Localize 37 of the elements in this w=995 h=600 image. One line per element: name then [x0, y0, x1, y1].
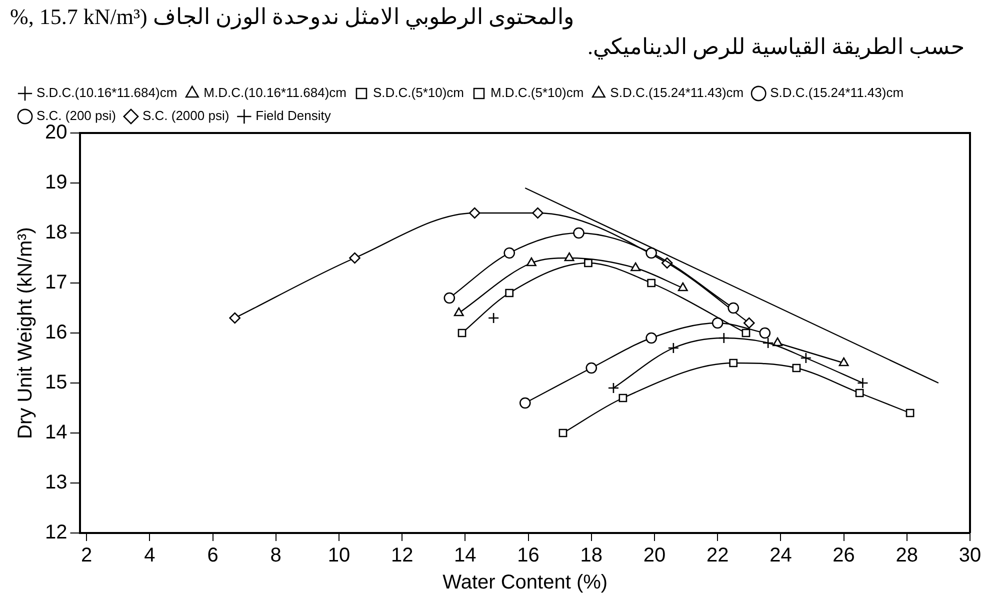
x-tick-label: 6: [207, 544, 218, 567]
x-tick-label: 2: [80, 544, 92, 567]
x-tick-label: 22: [706, 544, 729, 567]
y-tick-label: 17: [44, 272, 68, 294]
y-tick-label: 16: [44, 322, 68, 344]
x-tick-label: 16: [517, 544, 540, 567]
legend-label: S.D.C.(5*10)cm: [372, 85, 464, 100]
x-tick-label: 18: [580, 544, 603, 567]
x-tick-label: 26: [832, 544, 855, 567]
x-tick-label: 8: [270, 544, 282, 567]
y-tick-label: 19: [44, 172, 68, 194]
x-tick-label: 12: [390, 544, 414, 567]
y-tick-label: 18: [44, 222, 68, 244]
legend-label: S.C. (200 psi): [36, 108, 116, 124]
x-tick-label: 20: [643, 544, 666, 567]
x-tick-label: 4: [144, 544, 156, 567]
x-axis-title: Water Content (%): [442, 572, 608, 594]
x-tick-label: 24: [770, 544, 792, 567]
x-tick-label: 14: [454, 544, 476, 567]
text: حسب الطريقة القياسية للرص الديناميكي.: [588, 34, 965, 60]
legend-label: Field Density: [256, 108, 332, 124]
x-tick-label: 28: [896, 544, 918, 567]
text: %, 15.7 kN/m³) والمحتوى الرطوبي الامثل ندوحدة الوزن الجاف: [10, 4, 574, 30]
legend-label: M.D.C.(5*10)cm: [490, 85, 584, 100]
legend-label: S.C. (2000 psi): [142, 108, 230, 124]
x-tick-label: 30: [958, 544, 982, 567]
y-tick-label: 13: [44, 472, 68, 494]
legend-label: S.D.C.(15.24*11.43)cm: [610, 85, 744, 100]
legend-label: S.D.C.(10.16*11.684)cm: [36, 85, 178, 100]
y-tick-label: 20: [44, 122, 68, 144]
y-tick-label: 15: [44, 372, 68, 394]
y-tick-label: 14: [44, 422, 68, 444]
x-tick-label: 10: [328, 544, 350, 567]
legend-label: S.D.C.(15.24*11.43)cm: [770, 85, 904, 100]
y-axis-title: Dry Unit Weight (kN/m³): [14, 227, 37, 439]
legend-label: M.D.C.(10.16*11.684)cm: [204, 85, 346, 100]
y-tick-label: 12: [44, 522, 68, 544]
